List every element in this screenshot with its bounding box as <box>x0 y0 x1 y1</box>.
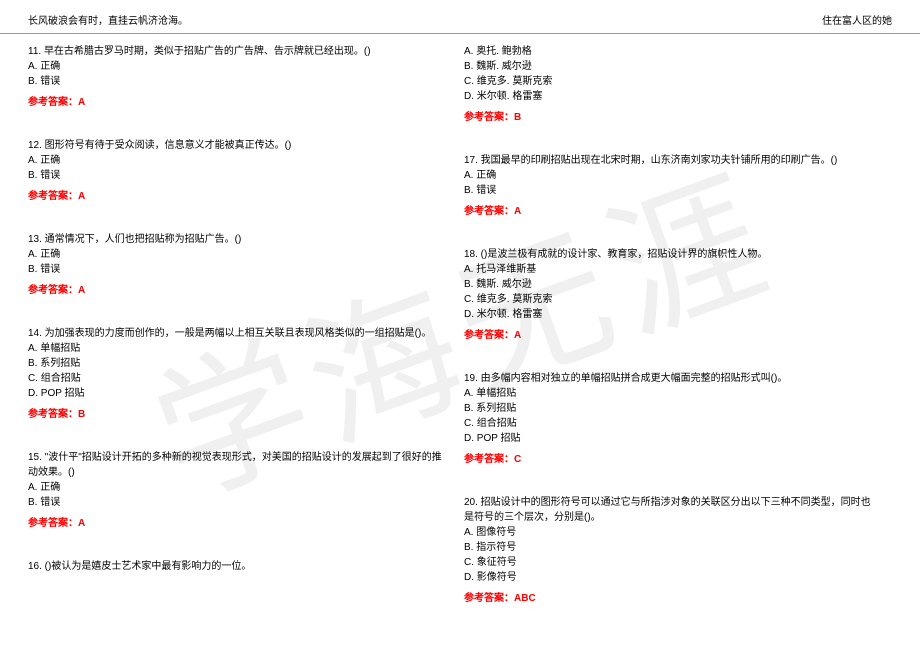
answer-text: 参考答案：A <box>464 328 880 343</box>
question-block: A. 奥托. 鲍勃格B. 魏斯. 威尔逊C. 维克多. 莫斯克索D. 米尔顿. … <box>464 44 880 125</box>
question-block: 13. 通常情况下，人们也把招贴称为招贴广告。()A. 正确B. 错误参考答案：… <box>28 232 444 298</box>
question-block: 20. 招贴设计中的图形符号可以通过它与所指涉对象的关联区分出以下三种不同类型，… <box>464 495 880 606</box>
answer-text: 参考答案：B <box>28 407 444 422</box>
option-text: A. 单幅招贴 <box>464 386 880 401</box>
option-text: A. 图像符号 <box>464 525 880 540</box>
option-text: B. 魏斯. 威尔逊 <box>464 277 880 292</box>
question-text: 20. 招贴设计中的图形符号可以通过它与所指涉对象的关联区分出以下三种不同类型，… <box>464 495 880 525</box>
question-text: 11. 早在古希腊古罗马时期，类似于招贴广告的广告牌、告示牌就已经出现。() <box>28 44 444 59</box>
right-column: A. 奥托. 鲍勃格B. 魏斯. 威尔逊C. 维克多. 莫斯克索D. 米尔顿. … <box>464 44 900 634</box>
option-text: D. 米尔顿. 格雷塞 <box>464 307 880 322</box>
question-text: 15. "波什平"招贴设计开拓的多种新的视觉表现形式，对美国的招贴设计的发展起到… <box>28 450 444 480</box>
answer-text: 参考答案：C <box>464 452 880 467</box>
option-text: D. 影像符号 <box>464 570 880 585</box>
option-text: A. 正确 <box>464 168 880 183</box>
question-block: 17. 我国最早的印刷招贴出现在北宋时期，山东济南刘家功夫针铺所用的印刷广告。(… <box>464 153 880 219</box>
answer-text: 参考答案：A <box>28 283 444 298</box>
option-text: B. 错误 <box>28 262 444 277</box>
option-text: A. 奥托. 鲍勃格 <box>464 44 880 59</box>
question-text: 18. ()是波兰极有成就的设计家、教育家，招贴设计界的旗帜性人物。 <box>464 247 880 262</box>
option-text: C. 组合招贴 <box>28 371 444 386</box>
option-text: D. 米尔顿. 格雷塞 <box>464 89 880 104</box>
option-text: B. 错误 <box>28 495 444 510</box>
question-text: 12. 图形符号有待于受众阅读，信息意义才能被真正传达。() <box>28 138 444 153</box>
header-left-quote: 长风破浪会有时，直挂云帆济沧海。 <box>28 12 188 27</box>
option-text: B. 错误 <box>464 183 880 198</box>
option-text: B. 系列招贴 <box>28 356 444 371</box>
answer-text: 参考答案：ABC <box>464 591 880 606</box>
question-block: 14. 为加强表现的力度而创作的，一般是两幅以上相互关联且表现风格类似的一组招贴… <box>28 326 444 422</box>
question-text: 14. 为加强表现的力度而创作的，一般是两幅以上相互关联且表现风格类似的一组招贴… <box>28 326 444 341</box>
question-block: 15. "波什平"招贴设计开拓的多种新的视觉表现形式，对美国的招贴设计的发展起到… <box>28 450 444 531</box>
answer-text: 参考答案：A <box>28 516 444 531</box>
option-text: A. 托马泽维斯基 <box>464 262 880 277</box>
answer-text: 参考答案：A <box>464 204 880 219</box>
option-text: A. 正确 <box>28 153 444 168</box>
answer-text: 参考答案：B <box>464 110 880 125</box>
option-text: B. 错误 <box>28 74 444 89</box>
option-text: D. POP 招贴 <box>28 386 444 401</box>
option-text: C. 维克多. 莫斯克索 <box>464 292 880 307</box>
content-area: 11. 早在古希腊古罗马时期，类似于招贴广告的广告牌、告示牌就已经出现。()A.… <box>0 34 920 644</box>
answer-text: 参考答案：A <box>28 95 444 110</box>
question-text: 19. 由多幅内容相对独立的单幅招贴拼合成更大幅面完整的招贴形式叫()。 <box>464 371 880 386</box>
answer-text: 参考答案：A <box>28 189 444 204</box>
question-text: 16. ()被认为是嬉皮士艺术家中最有影响力的一位。 <box>28 559 444 574</box>
option-text: C. 维克多. 莫斯克索 <box>464 74 880 89</box>
header-right-text: 住在富人区的她 <box>822 12 892 27</box>
option-text: D. POP 招贴 <box>464 431 880 446</box>
option-text: A. 正确 <box>28 59 444 74</box>
option-text: A. 单幅招贴 <box>28 341 444 356</box>
option-text: B. 魏斯. 威尔逊 <box>464 59 880 74</box>
option-text: C. 组合招贴 <box>464 416 880 431</box>
option-text: B. 指示符号 <box>464 540 880 555</box>
option-text: A. 正确 <box>28 247 444 262</box>
option-text: A. 正确 <box>28 480 444 495</box>
question-block: 16. ()被认为是嬉皮士艺术家中最有影响力的一位。 <box>28 559 444 574</box>
option-text: C. 象征符号 <box>464 555 880 570</box>
question-text: 17. 我国最早的印刷招贴出现在北宋时期，山东济南刘家功夫针铺所用的印刷广告。(… <box>464 153 880 168</box>
left-column: 11. 早在古希腊古罗马时期，类似于招贴广告的广告牌、告示牌就已经出现。()A.… <box>28 44 464 634</box>
question-text: 13. 通常情况下，人们也把招贴称为招贴广告。() <box>28 232 444 247</box>
page-header: 长风破浪会有时，直挂云帆济沧海。 住在富人区的她 <box>0 0 920 34</box>
option-text: B. 错误 <box>28 168 444 183</box>
question-block: 19. 由多幅内容相对独立的单幅招贴拼合成更大幅面完整的招贴形式叫()。A. 单… <box>464 371 880 467</box>
option-text: B. 系列招贴 <box>464 401 880 416</box>
question-block: 18. ()是波兰极有成就的设计家、教育家，招贴设计界的旗帜性人物。A. 托马泽… <box>464 247 880 343</box>
question-block: 12. 图形符号有待于受众阅读，信息意义才能被真正传达。()A. 正确B. 错误… <box>28 138 444 204</box>
question-block: 11. 早在古希腊古罗马时期，类似于招贴广告的广告牌、告示牌就已经出现。()A.… <box>28 44 444 110</box>
